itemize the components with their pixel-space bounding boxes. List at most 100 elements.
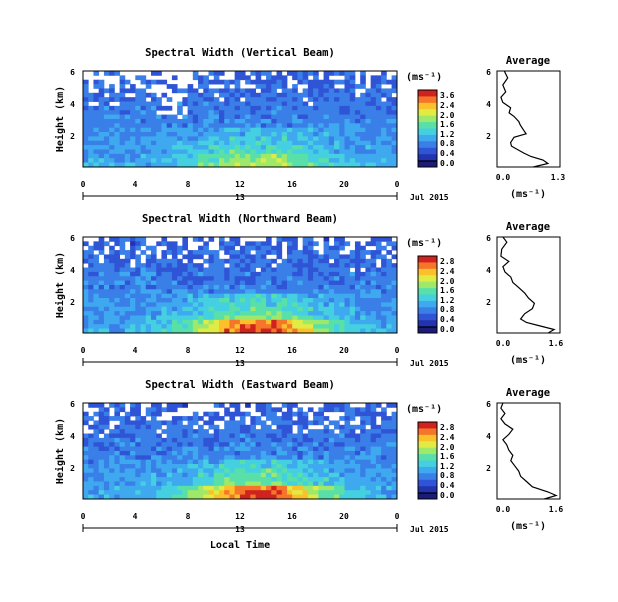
heatmap-cell bbox=[208, 267, 215, 273]
heatmap-cell bbox=[344, 446, 351, 452]
heatmap-cell bbox=[166, 328, 173, 334]
heatmap-cell bbox=[109, 319, 115, 325]
heatmap-cell bbox=[140, 250, 147, 255]
colorbar-frame bbox=[417, 255, 438, 334]
heatmap-cell bbox=[349, 289, 356, 295]
heatmap-cell bbox=[391, 158, 398, 163]
heatmap-cell bbox=[130, 477, 136, 482]
heatmap-cell bbox=[213, 101, 220, 107]
colorbar-swatch bbox=[418, 313, 437, 321]
heatmap-cell bbox=[328, 319, 335, 325]
heatmap-cell bbox=[114, 97, 121, 102]
heatmap-cell bbox=[302, 237, 309, 242]
heatmap-cell bbox=[98, 245, 105, 251]
heatmap-cell bbox=[334, 459, 340, 465]
heatmap-cell bbox=[391, 271, 398, 277]
heatmap-cell bbox=[328, 250, 335, 255]
heatmap-cell bbox=[255, 245, 262, 251]
heatmap-cell bbox=[93, 319, 100, 325]
heatmap-cell bbox=[339, 88, 345, 94]
heatmap-cell bbox=[203, 250, 209, 255]
heatmap-cell bbox=[88, 481, 94, 487]
heatmap-cell bbox=[103, 411, 110, 417]
heatmap-cell bbox=[224, 446, 230, 452]
heatmap-cell bbox=[229, 136, 236, 142]
heatmap-cell bbox=[229, 110, 236, 115]
heatmap-cell bbox=[218, 472, 225, 478]
heatmap-cell bbox=[218, 88, 225, 94]
heatmap-cell bbox=[156, 459, 162, 465]
heatmap-cell bbox=[271, 158, 277, 163]
heatmap-cell bbox=[187, 459, 194, 465]
heatmap-cell bbox=[224, 110, 230, 115]
heatmap-cell bbox=[260, 319, 267, 325]
heatmap-cell bbox=[375, 237, 382, 242]
heatmap-cell bbox=[339, 92, 345, 98]
heatmap-cell bbox=[313, 416, 319, 421]
heatmap-cell bbox=[156, 276, 162, 281]
heatmap-cell bbox=[271, 110, 277, 115]
heatmap-cell bbox=[98, 289, 105, 295]
colorbar-tick-label: 2.8 bbox=[440, 257, 455, 266]
heatmap-cell bbox=[239, 118, 246, 124]
heatmap-cell bbox=[83, 123, 89, 129]
heatmap-cell bbox=[182, 302, 188, 308]
heatmap-cell bbox=[375, 127, 382, 133]
heatmap-cell bbox=[229, 403, 236, 408]
heatmap-cell bbox=[119, 158, 126, 163]
heatmap-cell bbox=[166, 494, 173, 500]
heatmap-cell bbox=[145, 315, 152, 321]
heatmap-cell bbox=[187, 315, 194, 321]
heatmap-cell bbox=[360, 79, 366, 85]
heatmap-cell bbox=[302, 75, 309, 81]
heatmap-cell bbox=[88, 149, 94, 155]
heatmap-cell bbox=[339, 145, 345, 150]
heatmap-cell bbox=[323, 79, 330, 85]
heatmap-cell bbox=[198, 267, 204, 273]
heatmap-cell bbox=[391, 302, 398, 308]
heatmap-cell bbox=[349, 145, 356, 150]
heatmap-cell bbox=[130, 403, 136, 408]
heatmap-cell bbox=[391, 263, 398, 268]
heatmap-cell bbox=[83, 328, 89, 334]
heatmap-cell bbox=[292, 158, 298, 163]
heatmap-cell bbox=[83, 289, 89, 295]
heatmap-cell bbox=[266, 315, 272, 321]
heatmap-cell bbox=[224, 123, 230, 129]
heatmap-cell bbox=[381, 105, 387, 111]
heatmap-cell bbox=[266, 88, 272, 94]
heatmap-cell bbox=[318, 162, 324, 168]
heatmap-cell bbox=[344, 158, 351, 163]
heatmap-cell bbox=[109, 416, 115, 421]
heatmap-cell bbox=[93, 79, 100, 85]
heatmap-cell bbox=[156, 433, 162, 439]
heatmap-cell bbox=[302, 162, 309, 168]
heatmap-cell bbox=[292, 315, 298, 321]
heatmap-cell bbox=[229, 149, 236, 155]
heatmap-cell bbox=[239, 276, 246, 281]
heatmap-cell bbox=[344, 241, 351, 247]
heatmap-cell bbox=[103, 306, 110, 312]
heatmap-cell bbox=[286, 132, 293, 137]
heatmap-cell bbox=[177, 158, 183, 163]
heatmap-cell bbox=[297, 481, 304, 487]
heatmap-cell bbox=[119, 145, 126, 150]
heatmap-cell bbox=[224, 302, 230, 308]
heatmap-cell bbox=[103, 110, 110, 115]
heatmap-cell bbox=[88, 276, 94, 281]
heatmap-cell bbox=[208, 105, 215, 111]
heatmap-cell bbox=[224, 250, 230, 255]
heatmap-cell bbox=[375, 424, 382, 430]
heatmap-cell bbox=[135, 271, 141, 277]
heatmap-cell bbox=[239, 450, 246, 456]
heatmap-cell bbox=[161, 158, 168, 163]
heatmap-cell bbox=[130, 118, 136, 124]
heatmap-cell bbox=[286, 92, 293, 98]
heatmap-cell bbox=[245, 75, 251, 81]
heatmap-cell bbox=[239, 481, 246, 487]
heatmap-cell bbox=[93, 306, 100, 312]
heatmap-cell bbox=[140, 319, 147, 325]
heatmap-cell bbox=[177, 442, 183, 447]
heatmap-cell bbox=[171, 429, 178, 434]
heatmap-cell bbox=[93, 245, 100, 251]
